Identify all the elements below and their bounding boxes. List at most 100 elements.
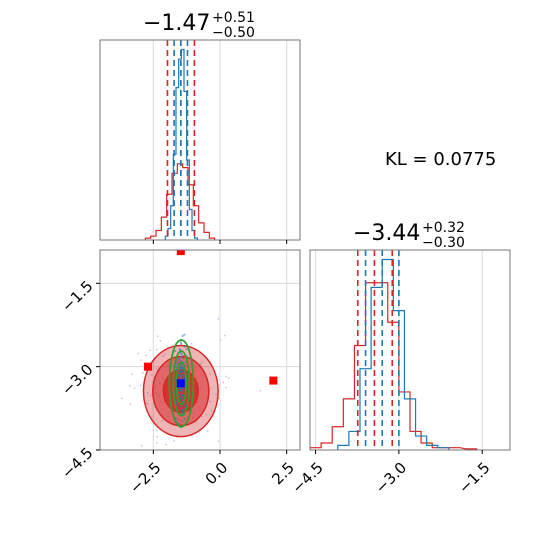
title-hist-param-2: −3.44 +0.32 −0.30 (353, 220, 465, 251)
green-contour-0 (168, 339, 195, 428)
cloud-point (160, 419, 163, 422)
blue-point (182, 354, 185, 357)
blue-point (181, 373, 184, 376)
cloud-point (164, 353, 166, 356)
xtick-label-p2-1: −3.0 (372, 459, 410, 497)
cloud-point (149, 349, 152, 352)
xtick-label-p2-0: −4.5 (288, 459, 326, 497)
blue-point (180, 371, 183, 374)
blue-point (181, 367, 184, 370)
cloud-point (224, 386, 227, 389)
frame-2d-density (99, 249, 301, 451)
cloud-point (222, 381, 225, 384)
cloud-point (218, 397, 221, 400)
blue-point (180, 412, 183, 415)
blue-point (179, 341, 182, 344)
cloud-point (225, 375, 228, 378)
cloud-point (156, 435, 159, 438)
blue-point (181, 390, 184, 393)
cloud-point (142, 372, 144, 374)
cloud-point (217, 318, 220, 320)
panel-2d-density: −2.5 0.0 2.5−1.5−3.0−4.5 (58, 249, 301, 502)
cloud-point (130, 373, 133, 375)
cloud-point (140, 444, 143, 447)
cloud-point (200, 415, 203, 418)
cloud-point (201, 361, 204, 363)
xtick-label-p2-2: −1.5 (455, 459, 493, 497)
blue-point (182, 377, 185, 380)
blue-point (180, 342, 183, 345)
blue-point (180, 366, 183, 369)
blue-point (181, 419, 184, 422)
blue-point (181, 410, 184, 413)
cloud-point (205, 413, 208, 416)
cloud-point (159, 339, 162, 342)
cloud-point (173, 500, 175, 502)
blue-point (175, 363, 178, 366)
title-plus-param-1: +0.51 (212, 10, 255, 26)
cloud-point (121, 397, 124, 400)
blue-point (180, 406, 183, 409)
xtick-label-2d-1: 0.0 (202, 459, 232, 489)
blue-point (182, 357, 185, 360)
cloud-point (210, 387, 213, 390)
blue-point (183, 404, 186, 407)
cloud-point (149, 394, 152, 397)
blue-point (177, 373, 180, 376)
cloud-point (145, 402, 148, 405)
blue-point (178, 422, 181, 425)
blue-point (178, 405, 181, 408)
blue-point (185, 348, 188, 351)
title-minus-param-1: −0.50 (212, 25, 255, 41)
blue-point (182, 370, 185, 373)
cloud-point (219, 339, 222, 342)
title-main-param-1: −1.47 (143, 11, 210, 36)
blue-point (180, 363, 183, 366)
panel-hist-param-1 (99, 39, 301, 244)
cloud-point (156, 441, 158, 444)
blue-point (181, 334, 184, 337)
cloud-point (209, 400, 212, 403)
red-square-marker-0 (176, 250, 185, 256)
blue-point (180, 353, 183, 356)
blue-point (183, 418, 186, 421)
cloud-point (79, 359, 81, 361)
blue-point (176, 359, 179, 362)
ytick-label-2d-2: −4.5 (58, 444, 96, 482)
cloud-point (223, 334, 226, 337)
blue-point (179, 369, 182, 372)
blue-point (174, 350, 177, 353)
cloud-point (144, 354, 147, 356)
green-contour-2 (175, 361, 188, 406)
blue-point (179, 375, 182, 378)
cloud-point (140, 359, 142, 362)
blue-point (176, 403, 179, 406)
blue-point (181, 408, 184, 411)
kl-annotation: KL = 0.0775 (385, 149, 496, 170)
blue-point (180, 389, 183, 392)
cloud-point (217, 440, 220, 443)
green-contour-1 (172, 350, 191, 417)
blue-point (178, 358, 181, 361)
cloud-point (227, 377, 230, 380)
cloud-point (139, 384, 142, 387)
cloud-point (215, 393, 217, 396)
blue-square-marker (176, 379, 185, 388)
cloud-point (137, 352, 140, 355)
cloud-point (150, 374, 153, 376)
blue-point (179, 397, 182, 400)
title-main-param-2: −3.44 (353, 221, 420, 246)
title-hist-param-1: −1.47 +0.51 −0.50 (143, 10, 255, 41)
cloud-point (129, 403, 132, 406)
xtick-label-2d-0: −2.5 (126, 459, 164, 497)
blue-point (184, 361, 187, 364)
cloud-point (259, 389, 262, 392)
red-square-marker-1 (144, 362, 152, 371)
cloud-point (162, 355, 164, 358)
blue-point (182, 407, 185, 410)
red-square-marker-2 (269, 376, 278, 385)
ytick-label-2d-0: −1.5 (58, 277, 96, 315)
blue-point (181, 387, 184, 390)
blue-point (180, 394, 183, 397)
